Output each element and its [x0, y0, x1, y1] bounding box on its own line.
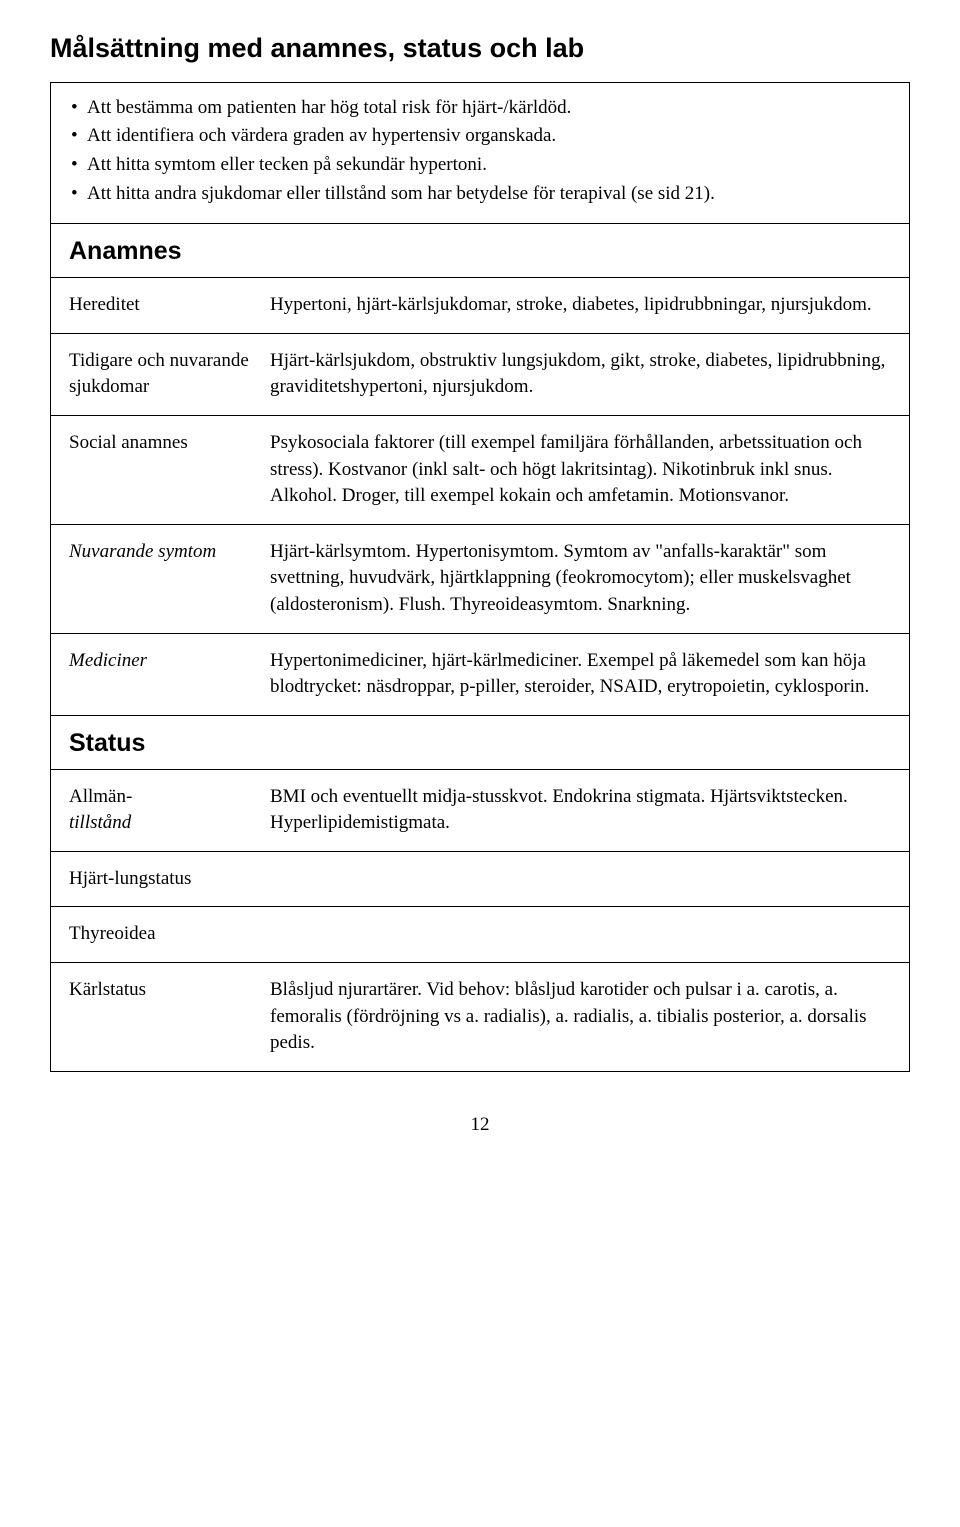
- row-content: BMI och eventuellt midja-stusskvot. Endo…: [266, 770, 909, 851]
- row-content: Hypertonimediciner, hjärt-kärlmediciner.…: [266, 634, 909, 715]
- row-label: Kärlstatus: [51, 963, 266, 1071]
- row-content: Hypertoni, hjärt-kärlsjukdomar, stroke, …: [266, 278, 909, 333]
- bullet-item: Att hitta andra sjukdomar eller tillstån…: [69, 181, 891, 208]
- table-row: Thyreoidea: [51, 906, 909, 962]
- row-label-line1: Allmän-: [69, 786, 132, 807]
- table-row: Nuvarande symtom Hjärt-kärlsymtom. Hyper…: [51, 524, 909, 633]
- section-header-status: Status: [51, 715, 909, 769]
- bullet-section: Att bestämma om patienten har hög total …: [51, 83, 909, 224]
- table-row: Tidigare och nuvarande sjukdomar Hjärt-k…: [51, 333, 909, 415]
- table-row: Allmän-tillstånd BMI och eventuellt midj…: [51, 769, 909, 851]
- table-row: Social anamnes Psykosociala faktorer (ti…: [51, 415, 909, 524]
- row-content: Psykosociala faktorer (till exempel fami…: [266, 416, 909, 524]
- row-label: Nuvarande symtom: [51, 525, 266, 633]
- bullet-item: Att hitta symtom eller tecken på sekundä…: [69, 152, 891, 179]
- page-number: 12: [50, 1112, 910, 1139]
- table-row: Kärlstatus Blåsljud njurartärer. Vid beh…: [51, 962, 909, 1071]
- page-title: Målsättning med anamnes, status och lab: [50, 30, 910, 68]
- section-header-anamnes: Anamnes: [51, 224, 909, 277]
- bullet-item: Att identifiera och värdera graden av hy…: [69, 123, 891, 150]
- row-label: Hjärt-lungstatus: [51, 852, 266, 907]
- content-box: Att bestämma om patienten har hög total …: [50, 82, 910, 1072]
- table-row: Mediciner Hypertonimediciner, hjärt-kärl…: [51, 633, 909, 715]
- row-label: Social anamnes: [51, 416, 266, 524]
- row-content: Hjärt-kärlsjukdom, obstruktiv lungsjukdo…: [266, 334, 909, 415]
- row-label: Tidigare och nuvarande sjukdomar: [51, 334, 266, 415]
- row-content: Blåsljud njurartärer. Vid behov: blåslju…: [266, 963, 909, 1071]
- row-label: Mediciner: [51, 634, 266, 715]
- row-label: Allmän-tillstånd: [51, 770, 266, 851]
- row-content: [266, 907, 909, 962]
- table-row: Hjärt-lungstatus: [51, 851, 909, 907]
- row-label-line2: tillstånd: [69, 812, 131, 833]
- table-row: Hereditet Hypertoni, hjärt-kärlsjukdomar…: [51, 277, 909, 333]
- row-content: [266, 852, 909, 907]
- row-content: Hjärt-kärlsymtom. Hypertonisymtom. Symto…: [266, 525, 909, 633]
- row-label: Thyreoidea: [51, 907, 266, 962]
- bullet-item: Att bestämma om patienten har hög total …: [69, 95, 891, 122]
- row-label: Hereditet: [51, 278, 266, 333]
